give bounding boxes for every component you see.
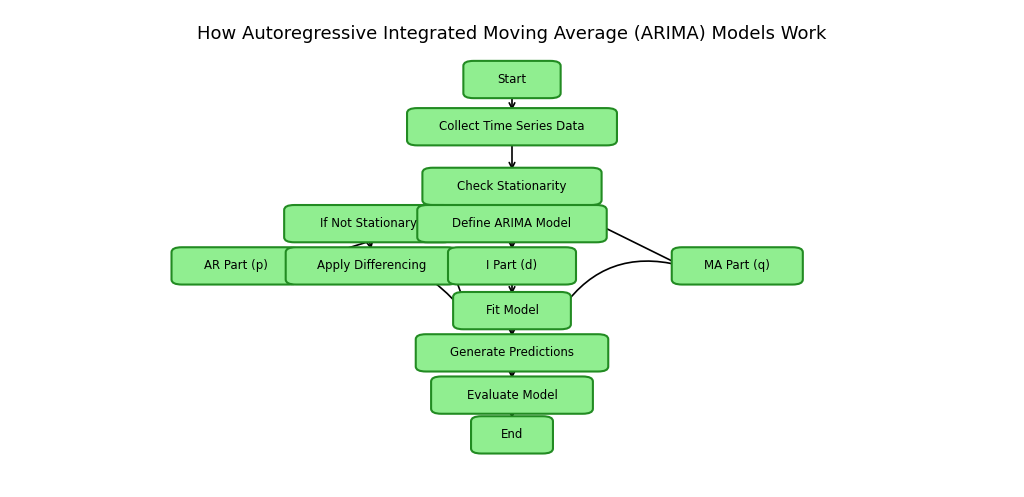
- FancyBboxPatch shape: [284, 205, 453, 242]
- FancyBboxPatch shape: [418, 205, 606, 242]
- Text: Start: Start: [498, 73, 526, 86]
- Text: End: End: [501, 428, 523, 441]
- FancyBboxPatch shape: [449, 248, 575, 284]
- Text: Collect Time Series Data: Collect Time Series Data: [439, 120, 585, 133]
- FancyBboxPatch shape: [172, 248, 299, 284]
- FancyBboxPatch shape: [463, 61, 561, 98]
- FancyBboxPatch shape: [431, 377, 593, 414]
- Text: MA Part (q): MA Part (q): [705, 259, 770, 272]
- FancyBboxPatch shape: [422, 168, 601, 205]
- FancyBboxPatch shape: [407, 108, 616, 145]
- Text: I Part (d): I Part (d): [486, 259, 538, 272]
- Text: Define ARIMA Model: Define ARIMA Model: [453, 217, 571, 230]
- Text: Generate Predictions: Generate Predictions: [450, 346, 574, 359]
- Text: Check Stationarity: Check Stationarity: [458, 180, 566, 193]
- FancyBboxPatch shape: [286, 248, 458, 284]
- FancyBboxPatch shape: [416, 334, 608, 372]
- FancyBboxPatch shape: [672, 248, 803, 284]
- Text: How Autoregressive Integrated Moving Average (ARIMA) Models Work: How Autoregressive Integrated Moving Ave…: [198, 25, 826, 43]
- Text: Apply Differencing: Apply Differencing: [317, 259, 426, 272]
- Text: Fit Model: Fit Model: [485, 304, 539, 317]
- FancyBboxPatch shape: [471, 416, 553, 453]
- FancyBboxPatch shape: [453, 292, 571, 330]
- Text: AR Part (p): AR Part (p): [204, 259, 267, 272]
- Text: If Not Stationary: If Not Stationary: [321, 217, 417, 230]
- Text: Evaluate Model: Evaluate Model: [467, 389, 557, 402]
